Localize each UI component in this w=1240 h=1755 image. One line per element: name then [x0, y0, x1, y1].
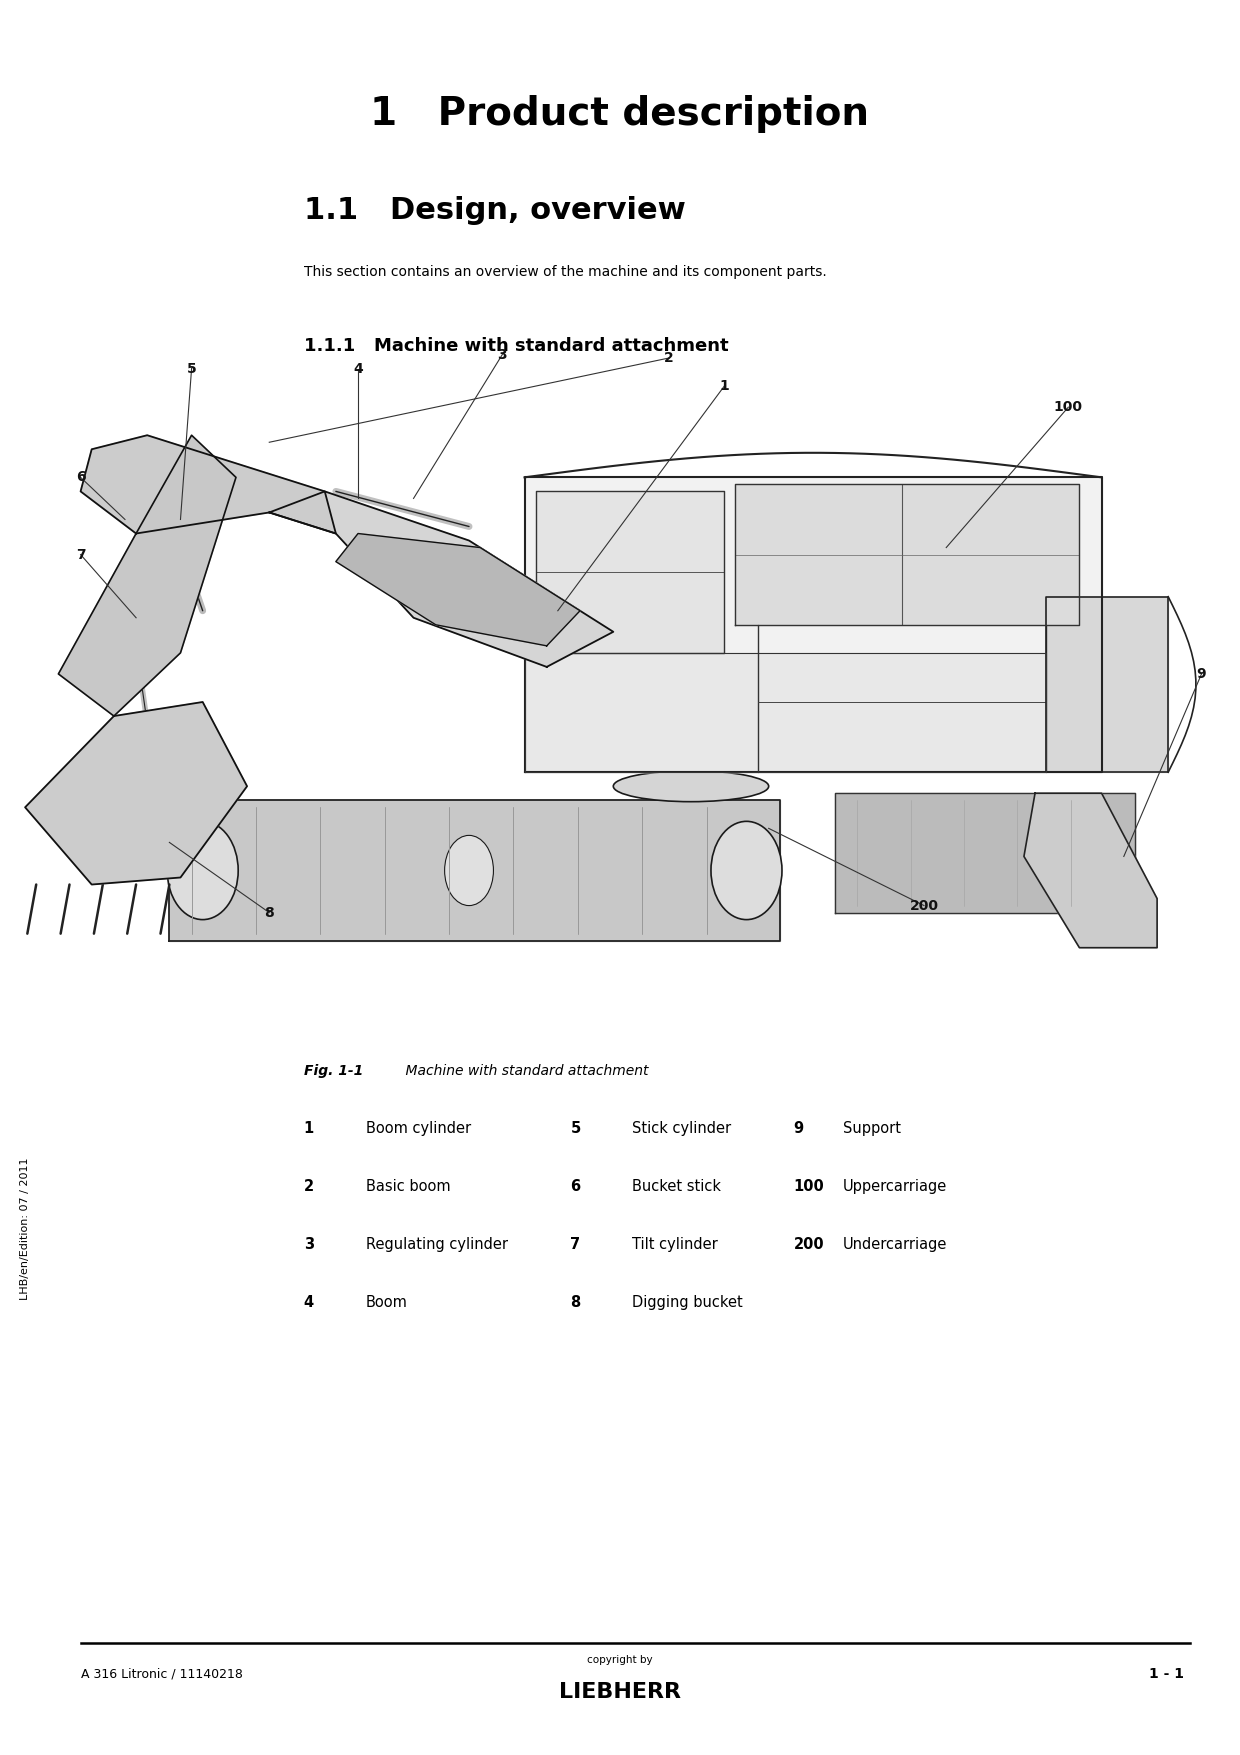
Text: 6: 6 [570, 1179, 580, 1193]
Text: Boom cylinder: Boom cylinder [366, 1121, 471, 1135]
Polygon shape [525, 477, 1101, 772]
Ellipse shape [167, 821, 238, 920]
Polygon shape [1024, 793, 1157, 948]
Text: 200: 200 [910, 899, 939, 913]
Text: Boom: Boom [366, 1295, 408, 1309]
Text: 8: 8 [264, 906, 274, 920]
Polygon shape [735, 484, 1079, 625]
Text: 100: 100 [794, 1179, 825, 1193]
Text: 3: 3 [304, 1237, 314, 1251]
Text: Bucket stick: Bucket stick [632, 1179, 722, 1193]
Text: 2: 2 [663, 351, 673, 365]
Polygon shape [336, 534, 580, 646]
Text: Support: Support [843, 1121, 901, 1135]
Text: Fig. 1-1: Fig. 1-1 [304, 1064, 363, 1078]
Ellipse shape [614, 770, 769, 802]
Polygon shape [170, 800, 780, 941]
Text: Stick cylinder: Stick cylinder [632, 1121, 732, 1135]
Text: 7: 7 [570, 1237, 580, 1251]
Polygon shape [525, 653, 1047, 772]
Text: 3: 3 [497, 347, 507, 362]
Text: Machine with standard attachment: Machine with standard attachment [388, 1064, 649, 1078]
Text: Undercarriage: Undercarriage [843, 1237, 947, 1251]
Text: Basic boom: Basic boom [366, 1179, 450, 1193]
Text: 1 - 1: 1 - 1 [1149, 1667, 1184, 1681]
Text: LIEBHERR: LIEBHERR [559, 1681, 681, 1702]
Text: 7: 7 [76, 548, 86, 562]
Text: 1.1.1   Machine with standard attachment: 1.1.1 Machine with standard attachment [304, 337, 728, 355]
Text: 1.1   Design, overview: 1.1 Design, overview [304, 197, 686, 225]
Text: 1: 1 [304, 1121, 314, 1135]
Ellipse shape [711, 821, 782, 920]
Polygon shape [25, 702, 247, 885]
Text: LHB/en/Edition: 07 / 2011: LHB/en/Edition: 07 / 2011 [20, 1157, 30, 1300]
Polygon shape [81, 435, 336, 534]
Text: Tilt cylinder: Tilt cylinder [632, 1237, 718, 1251]
Text: 9: 9 [1197, 667, 1207, 681]
Polygon shape [269, 491, 614, 667]
Text: This section contains an overview of the machine and its component parts.: This section contains an overview of the… [304, 265, 827, 279]
Text: 1   Product description: 1 Product description [371, 95, 869, 133]
Text: Regulating cylinder: Regulating cylinder [366, 1237, 508, 1251]
Text: 200: 200 [794, 1237, 825, 1251]
Text: copyright by: copyright by [588, 1655, 652, 1665]
Text: Digging bucket: Digging bucket [632, 1295, 743, 1309]
Text: 5: 5 [187, 362, 196, 376]
Polygon shape [1047, 597, 1168, 772]
Text: Uppercarriage: Uppercarriage [843, 1179, 947, 1193]
Text: 2: 2 [304, 1179, 314, 1193]
Polygon shape [836, 793, 1135, 913]
Polygon shape [58, 435, 236, 716]
Text: 6: 6 [76, 470, 86, 484]
Polygon shape [536, 491, 724, 653]
Text: A 316 Litronic / 11140218: A 316 Litronic / 11140218 [81, 1667, 243, 1681]
Text: 4: 4 [304, 1295, 314, 1309]
Text: 9: 9 [794, 1121, 804, 1135]
Text: 100: 100 [1054, 400, 1083, 414]
Text: 1: 1 [719, 379, 729, 393]
Text: 5: 5 [570, 1121, 580, 1135]
Text: 8: 8 [570, 1295, 580, 1309]
Ellipse shape [445, 835, 494, 906]
Text: 4: 4 [353, 362, 363, 376]
